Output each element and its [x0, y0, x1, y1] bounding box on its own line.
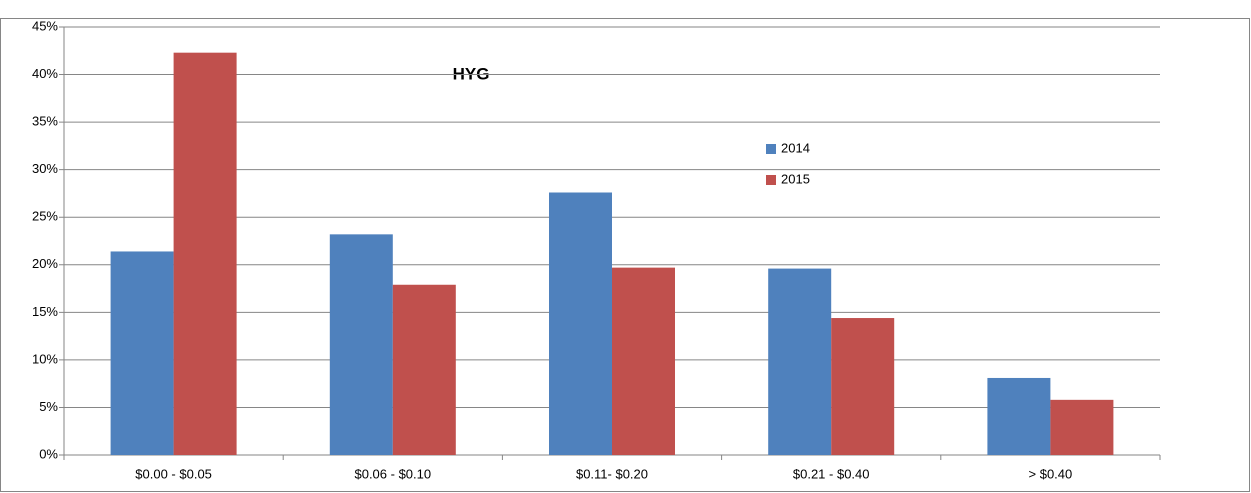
y-tick-label: 15%	[32, 304, 58, 319]
bar	[612, 267, 675, 455]
y-tick-label: 0%	[39, 446, 58, 461]
legend-label: 2014	[781, 140, 810, 155]
x-tick-label: > $0.40	[1029, 466, 1073, 481]
y-tick-label: 30%	[32, 161, 58, 176]
x-tick-label: $0.06 - $0.10	[354, 466, 431, 481]
bar	[768, 268, 832, 455]
legend-swatch	[766, 175, 776, 185]
bar	[329, 234, 393, 455]
y-tick-label: 20%	[32, 256, 58, 271]
bar	[110, 251, 174, 455]
y-tick-label: 10%	[32, 351, 58, 366]
x-tick-label: $0.21 - $0.40	[793, 466, 870, 481]
y-tick-label: 35%	[32, 114, 58, 129]
chart-title: HYG	[453, 64, 490, 83]
x-tick-label: $0.11- $0.20	[576, 466, 648, 481]
bar	[549, 192, 612, 455]
y-tick-label: 40%	[32, 66, 58, 81]
y-tick-label: 45%	[32, 18, 58, 33]
x-tick-label: $0.00 - $0.05	[135, 466, 212, 481]
y-tick-label: 25%	[32, 209, 58, 224]
legend-label: 2015	[781, 171, 810, 186]
legend-swatch	[766, 144, 776, 154]
bar	[987, 377, 1051, 455]
bar	[1050, 399, 1114, 455]
bar	[173, 52, 237, 456]
bar	[831, 318, 895, 455]
bar	[392, 284, 456, 455]
y-tick-label: 5%	[39, 399, 58, 414]
